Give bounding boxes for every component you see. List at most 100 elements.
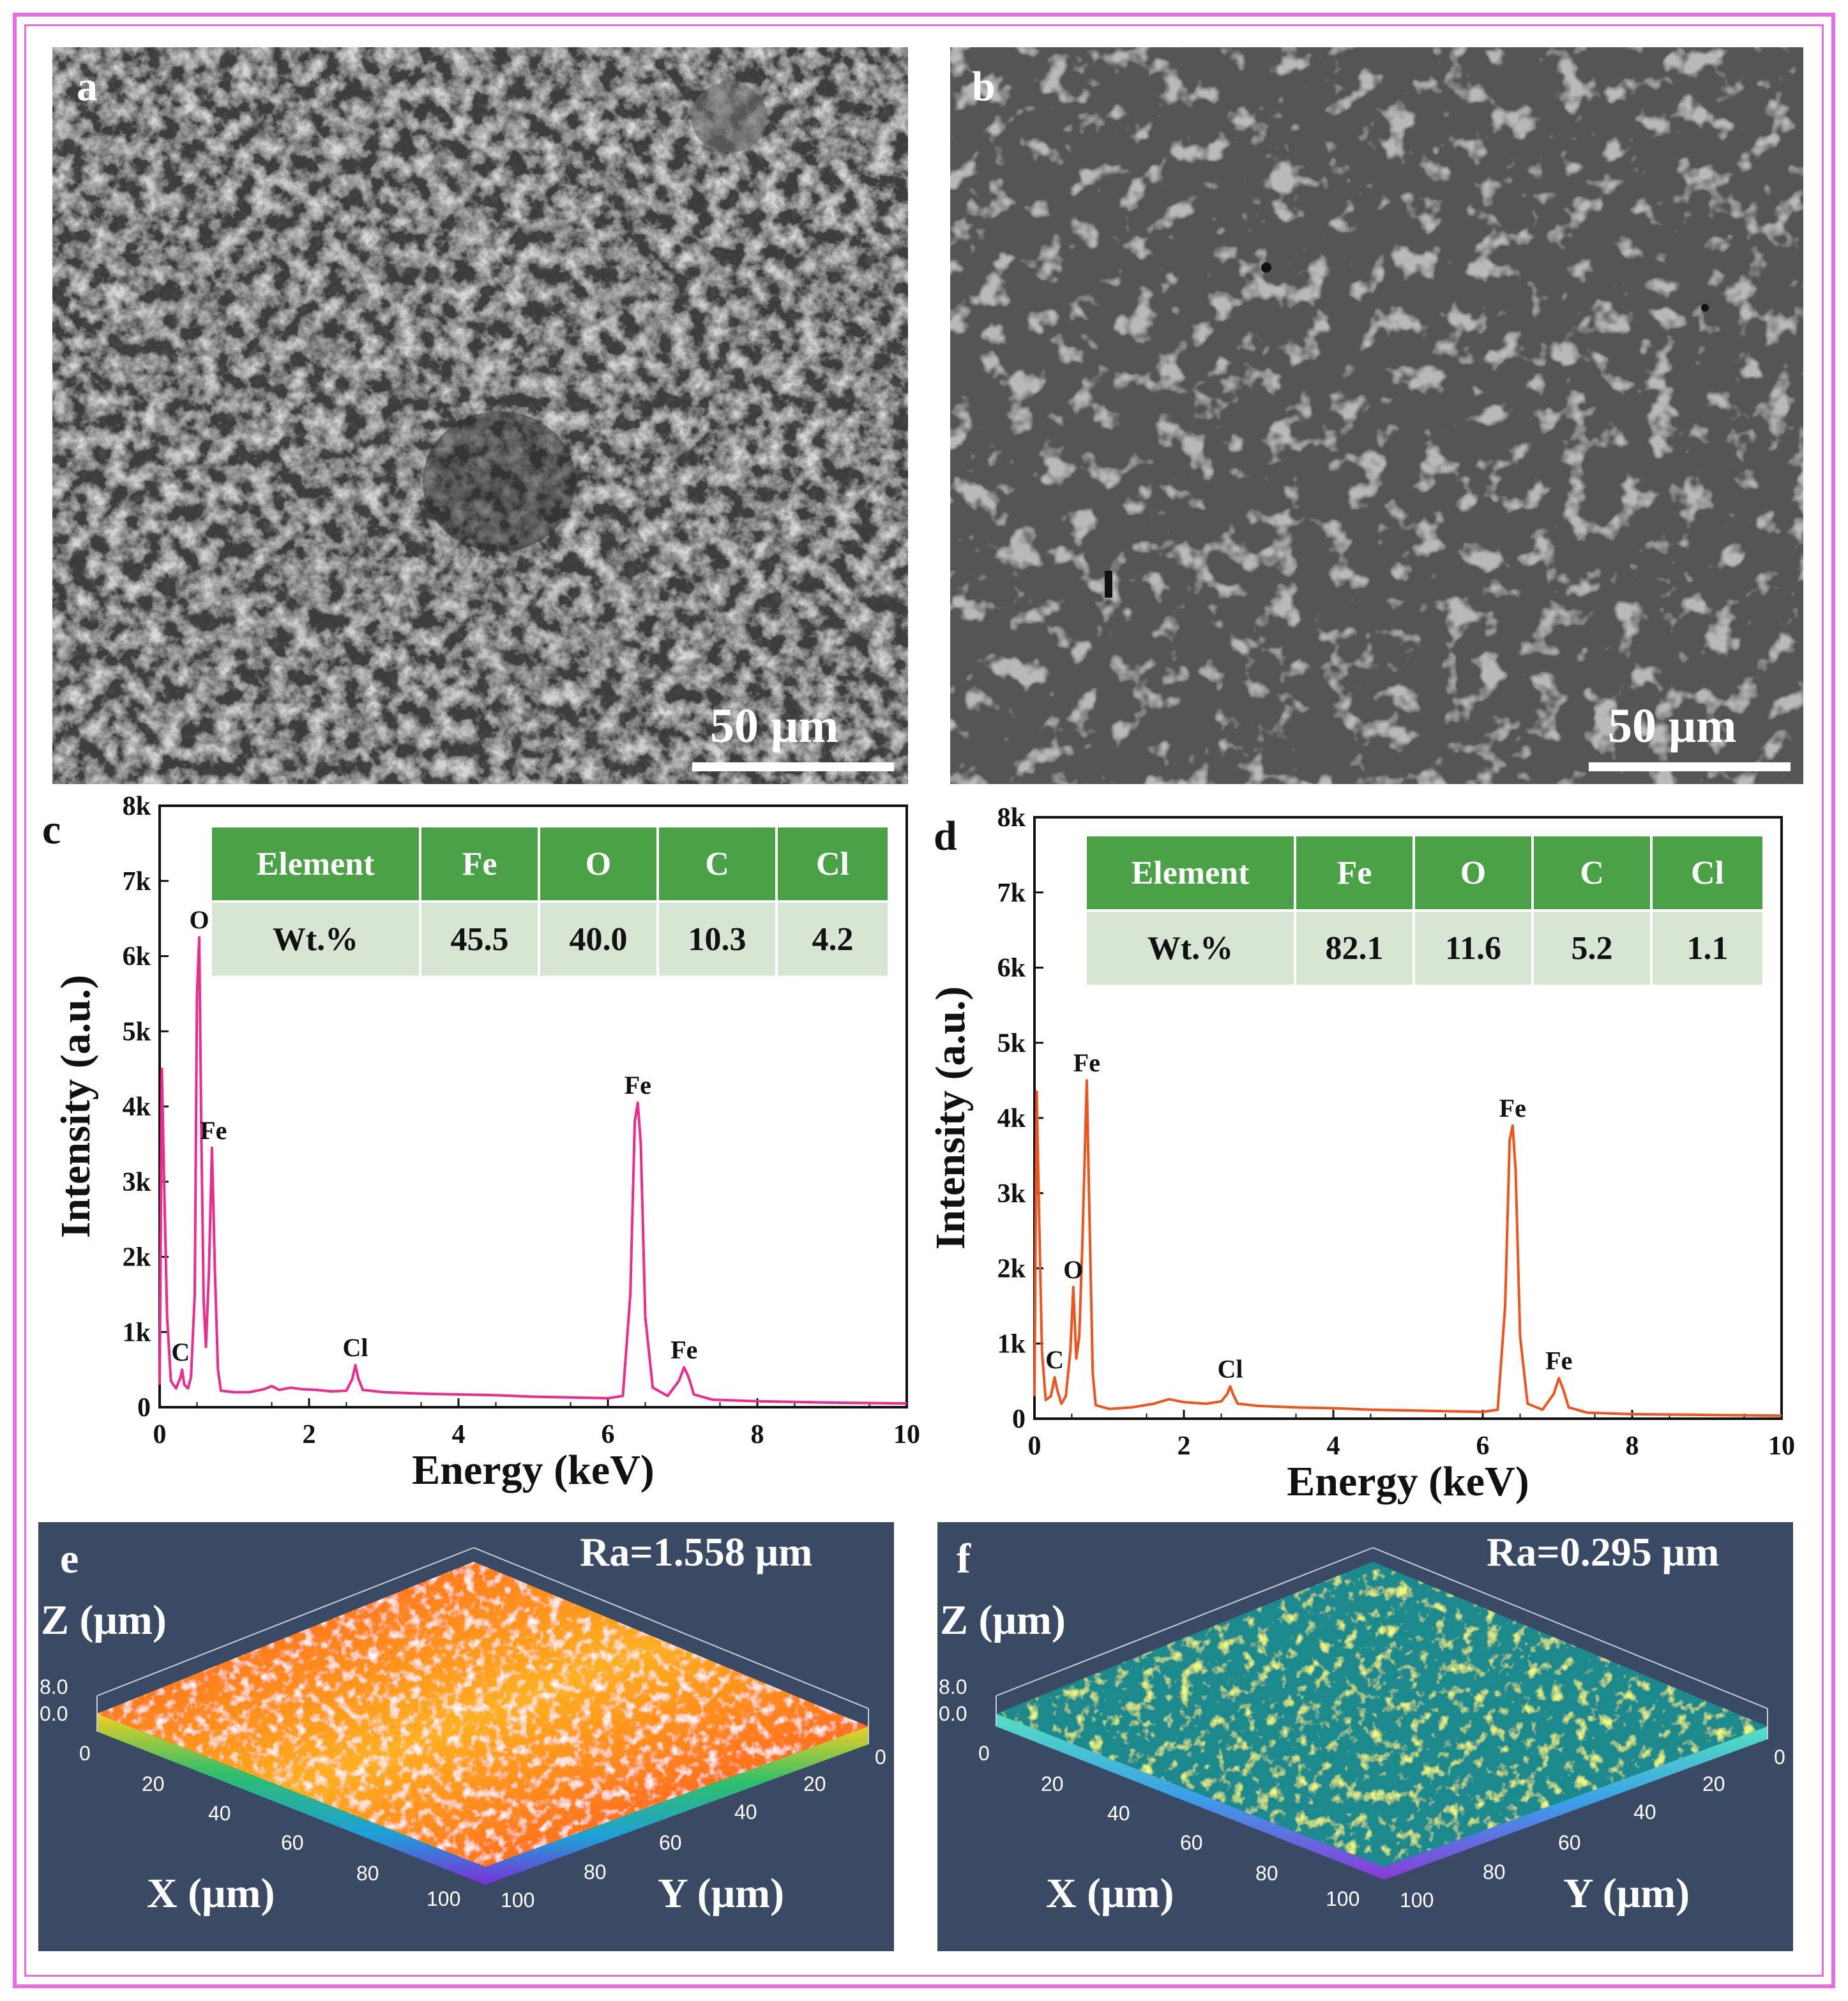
scale-bar-a <box>692 762 894 771</box>
y-tick-label: 3k <box>123 1168 151 1197</box>
x-tick-f: 0 <box>978 1742 990 1765</box>
peak-annotation: O <box>189 905 209 934</box>
y-tick-label: 4k <box>997 1104 1026 1133</box>
peak-annotation: Fe <box>670 1336 697 1364</box>
y-tick-e: 80 <box>584 1861 607 1884</box>
x-tick-f: 80 <box>1255 1862 1278 1885</box>
y-axis-label-e: Y (μm) <box>658 1870 785 1917</box>
table-header-cl: Cl <box>1653 836 1762 909</box>
peak-annotation: Fe <box>625 1071 651 1099</box>
y-tick-f: 60 <box>1558 1831 1581 1854</box>
y-tick-e: 60 <box>659 1831 682 1854</box>
peak-annotation: O <box>1063 1255 1083 1284</box>
scale-bar-label-b: 50 μm <box>1608 699 1737 753</box>
table-header-o: O <box>1415 836 1531 909</box>
x-tick-label: 4 <box>452 1420 466 1449</box>
y-tick-label: 7k <box>997 879 1026 908</box>
table-header-element: Element <box>1087 836 1294 909</box>
roughness-value-f: Ra=0.295 μm <box>1487 1529 1720 1574</box>
y-tick-label: 1k <box>123 1318 151 1347</box>
x-tick-label: 4 <box>1327 1431 1340 1461</box>
eds-chart-d: 0 1k 2k 3k 4k 5k 6k 7k 8k 0 2 4 6 8 10 Energy (keV) Inte… <box>927 803 1795 1505</box>
sem-image-a: a 50 μm <box>52 47 908 784</box>
y-tick-label: 7k <box>123 867 151 896</box>
panel-label-b: b <box>972 63 996 110</box>
peak-annotation: Cl <box>343 1333 368 1362</box>
z-axis-label-f: Z (μm) <box>940 1597 1066 1643</box>
table-header-element: Element <box>212 827 419 900</box>
peak-annotation: Cl <box>1218 1354 1243 1383</box>
scale-bar-label-a: 50 μm <box>710 699 839 753</box>
y-tick-label: 2k <box>997 1255 1026 1284</box>
table-header-o: O <box>540 827 656 900</box>
y-tick-f: 100 <box>1400 1889 1434 1912</box>
peak-annotation: Fe <box>1073 1048 1100 1077</box>
y-tick-label: 4k <box>123 1092 151 1122</box>
peak-annotation: Fe <box>200 1116 227 1145</box>
y-tick-e: 0 <box>875 1746 886 1769</box>
x-tick-label: 8 <box>1626 1431 1639 1461</box>
x-tick-e: 100 <box>427 1887 461 1910</box>
y-tick-e: 20 <box>803 1772 826 1795</box>
x-tick-f: 20 <box>1041 1772 1064 1795</box>
x-axis-label: Energy (keV) <box>1287 1458 1529 1505</box>
roughness-map-f: f Ra=0.295 μm Z (μm) X (μm) Y (μm) 8.0 0… <box>937 1522 1793 1951</box>
x-axis-label-e: X (μm) <box>147 1870 275 1917</box>
z-tick-f: 0.0 <box>939 1702 967 1725</box>
y-tick-e: 40 <box>734 1801 757 1824</box>
spectrum-line <box>1033 1079 1782 1417</box>
x-tick-label: 10 <box>1768 1431 1795 1461</box>
x-tick-label: 0 <box>1028 1431 1041 1461</box>
y-axis-label: Intensity (a.u.) <box>927 986 974 1250</box>
sem-image-b: b 50 μm <box>950 47 1803 784</box>
y-tick-label: 1k <box>997 1329 1026 1359</box>
sem-texture-smooth <box>950 47 1803 784</box>
z-tick-e: 8.0 <box>40 1675 68 1698</box>
y-tick-label: 0 <box>1012 1405 1026 1434</box>
panel-label-e: e <box>60 1536 79 1582</box>
y-tick-label: 3k <box>997 1179 1026 1209</box>
x-axis-label-f: X (μm) <box>1046 1870 1174 1917</box>
y-axis-label: Intensity (a.u.) <box>52 975 99 1239</box>
panel-label-d: d <box>934 813 957 859</box>
x-tick-e: 20 <box>142 1772 165 1795</box>
z-axis-label-e: Z (μm) <box>41 1597 167 1643</box>
table-cell-fe: 45.5 <box>421 903 538 976</box>
y-tick-f: 40 <box>1633 1801 1656 1824</box>
table-header-c: C <box>659 827 775 900</box>
surface-plot-f <box>996 1547 1768 1880</box>
x-tick-f: 40 <box>1107 1802 1130 1825</box>
panel-label-f: f <box>957 1536 971 1582</box>
x-tick-label: 8 <box>751 1420 764 1449</box>
table-cell-c: 5.2 <box>1534 912 1650 985</box>
eds-chart-c: 0 1k 2k 3k 4k 5k 6k 7k 8k 0 2 4 6 8 10 Energy (keV) Inte… <box>52 792 920 1493</box>
x-tick-label: 10 <box>893 1420 920 1449</box>
y-axis-label-f: Y (μm) <box>1563 1870 1690 1917</box>
x-tick-e: 40 <box>208 1802 231 1825</box>
y-tick-label: 2k <box>123 1243 151 1272</box>
y-tick-f: 0 <box>1774 1746 1785 1769</box>
table-cell-wt: Wt.% <box>212 903 419 976</box>
y-tick-label: 5k <box>997 1029 1026 1058</box>
x-axis-label: Energy (keV) <box>412 1447 654 1493</box>
x-tick-f: 60 <box>1180 1831 1203 1854</box>
y-tick-f: 20 <box>1702 1772 1725 1795</box>
y-tick-label: 6k <box>123 942 151 972</box>
figure-border <box>13 13 1835 1988</box>
peak-annotation: Fe <box>1545 1346 1572 1375</box>
table-header-cl: Cl <box>778 827 888 900</box>
y-tick-label: 0 <box>137 1393 151 1423</box>
surface-plot-e <box>96 1547 869 1885</box>
x-tick-e: 80 <box>356 1862 379 1885</box>
y-tick-label: 6k <box>997 954 1026 983</box>
peak-annotation: C <box>1045 1345 1064 1374</box>
x-tick-f: 100 <box>1326 1887 1360 1910</box>
z-tick-e: 0.0 <box>40 1702 68 1725</box>
x-tick-label: 2 <box>303 1420 316 1449</box>
peak-annotation: C <box>171 1338 190 1366</box>
table-cell-o: 40.0 <box>540 903 656 976</box>
roughness-value-e: Ra=1.558 μm <box>580 1529 813 1574</box>
composition-table-c: Element Fe O C Cl Wt.% 45.5 40.0 10.3 4.… <box>209 825 890 978</box>
table-cell-fe: 82.1 <box>1296 912 1413 985</box>
figure-inner-border <box>24 24 1824 1977</box>
